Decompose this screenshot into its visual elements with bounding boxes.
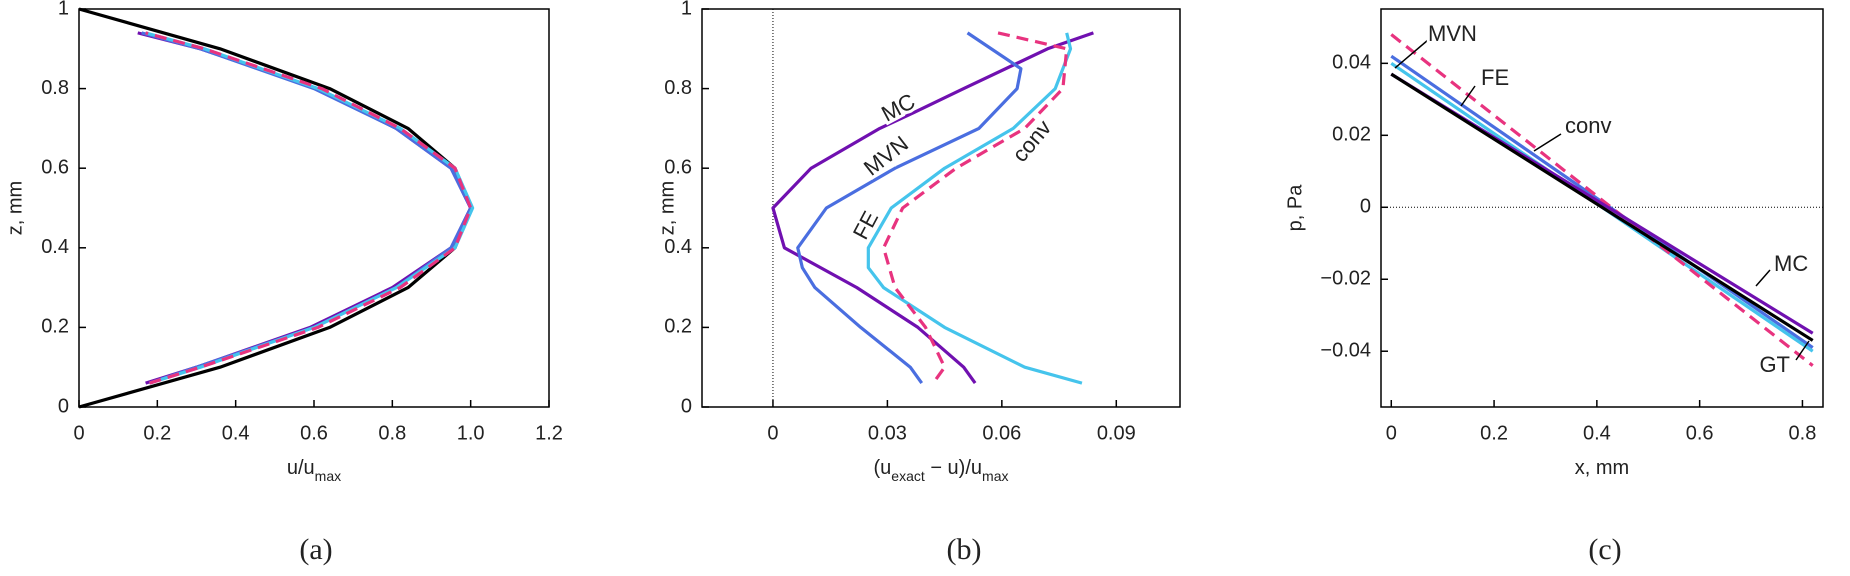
y-axis-title: z, mm: [4, 181, 26, 235]
x-tick-label: 0: [1386, 422, 1397, 444]
series-line: [78, 7, 473, 409]
x-tick-label: 0.6: [1686, 422, 1714, 444]
x-axis-title: x, mm: [1575, 457, 1629, 479]
axes-frame: [78, 8, 550, 408]
x-tick-label: 0.03: [868, 422, 907, 444]
y-tick-label: 0.2: [664, 316, 692, 338]
x-tick-label: 0.6: [300, 422, 328, 444]
y-axis-title: p, Pa: [1284, 184, 1306, 232]
y-tick-label: −0.02: [1320, 268, 1371, 290]
y-tick-label: 0.8: [41, 77, 69, 99]
leader-line: [1394, 39, 1429, 69]
series-line: [1390, 72, 1814, 342]
leader-line: [1795, 340, 1810, 361]
series-label: MC: [877, 88, 919, 126]
x-axis-title-part: max: [315, 468, 341, 484]
y-tick-label: 0: [58, 395, 69, 417]
y-tick-label: −0.04: [1320, 340, 1371, 362]
x-axis-title-part: exact: [891, 468, 925, 484]
x-tick-label: 0.4: [222, 422, 250, 444]
x-axis-title-part: max: [982, 468, 1008, 484]
leader-line: [1755, 269, 1771, 287]
series-line: [866, 32, 1083, 385]
x-axis-title-part: u/u: [287, 457, 315, 479]
x-tick-label: 0.06: [982, 422, 1021, 444]
series-label: conv: [1007, 115, 1056, 167]
series-line: [881, 31, 1069, 385]
y-tick-label: 0: [681, 395, 692, 417]
axes-frame: [701, 8, 1181, 408]
x-axis-title: (uexact − u)/umax: [874, 457, 1009, 483]
series-line: [796, 31, 1023, 385]
x-tick-label: 0: [767, 422, 778, 444]
x-tick-label: 1.0: [457, 422, 485, 444]
x-tick-label: 0: [73, 422, 84, 444]
x-axis-title-part: − u)/u: [925, 457, 982, 479]
y-tick-label: 0.4: [41, 236, 69, 258]
y-tick-label: 0: [1360, 196, 1371, 218]
series-label: GT: [1759, 352, 1790, 377]
y-tick-label: 0.02: [1332, 124, 1371, 146]
y-tick-label: 0.6: [41, 156, 69, 178]
series-label: FE: [1481, 65, 1509, 90]
series-label: MC: [1774, 251, 1808, 276]
panel-caption: (a): [299, 533, 332, 566]
panel-caption: (b): [947, 533, 982, 566]
x-axis-title-part: x, mm: [1575, 457, 1629, 479]
y-tick-label: 0.8: [664, 77, 692, 99]
series-line: [771, 31, 1094, 385]
y-tick-label: 0.04: [1332, 52, 1371, 74]
x-tick-label: 0.8: [1789, 422, 1817, 444]
axes-frame: [1380, 8, 1824, 408]
x-axis-title-part: (u: [874, 457, 892, 479]
series-line: [145, 31, 473, 385]
x-tick-label: 0.8: [378, 422, 406, 444]
y-tick-label: 0.4: [664, 236, 692, 258]
panel-caption: (c): [1588, 533, 1621, 566]
series-line: [1390, 33, 1814, 367]
x-tick-label: 0.2: [143, 422, 171, 444]
x-tick-label: 0.2: [1480, 422, 1508, 444]
leader-line: [1460, 85, 1476, 107]
x-axis-title: u/umax: [287, 457, 341, 483]
series-label: FE: [848, 207, 883, 244]
y-tick-label: 1: [58, 0, 69, 19]
y-tick-label: 1: [681, 0, 692, 19]
y-axis-title: z, mm: [656, 181, 678, 235]
y-tick-label: 0.2: [41, 316, 69, 338]
series-label: MVN: [1428, 21, 1477, 46]
series-label: conv: [1565, 113, 1611, 138]
y-tick-label: 0.6: [664, 156, 692, 178]
x-tick-label: 0.4: [1583, 422, 1611, 444]
leader-line: [1533, 133, 1562, 152]
x-tick-label: 1.2: [535, 422, 563, 444]
x-tick-label: 0.09: [1097, 422, 1136, 444]
